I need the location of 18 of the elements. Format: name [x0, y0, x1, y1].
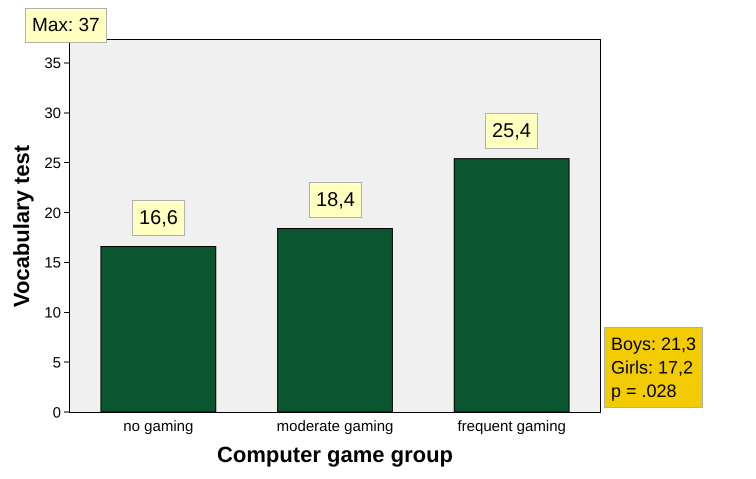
y-tick-label: 10 [44, 304, 61, 322]
x-tick-label: frequent gaming [457, 418, 566, 435]
data-label: 25,4 [492, 120, 531, 142]
y-tick-label: 5 [52, 354, 61, 372]
y-tick-label: 25 [44, 154, 61, 172]
y-axis-title: Vocabulary test [9, 144, 34, 308]
text: Max: 37 [32, 15, 100, 36]
data-label: 18,4 [316, 189, 355, 211]
text: Boys: 21,3 Girls: 17,2 p = .028 [611, 334, 696, 401]
y-tick-label: 0 [52, 404, 61, 422]
y-tick-label: 35 [44, 55, 61, 72]
x-tick-label: moderate gaming [276, 418, 394, 435]
x-axis-title: Computer game group [217, 442, 453, 467]
y-tick-label: 15 [44, 254, 61, 272]
data-label: 16,6 [139, 207, 178, 229]
y-tick-label: 30 [44, 105, 61, 122]
x-tick-label: no gaming [123, 418, 194, 435]
y-tick-label: 20 [44, 204, 61, 222]
